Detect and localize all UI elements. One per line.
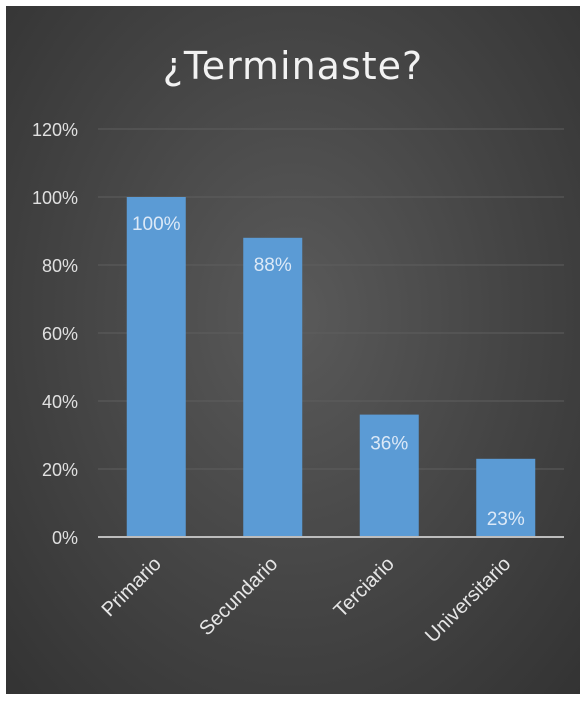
data-label: 36% (370, 434, 408, 455)
x-category-label: Primario (98, 553, 166, 621)
x-category-label: Terciario (330, 553, 399, 622)
x-category-label: Secundario (195, 553, 282, 640)
data-label: 23% (487, 509, 525, 530)
data-label: 88% (254, 255, 292, 276)
y-tick-label: 0% (52, 528, 78, 548)
bar (243, 237, 303, 538)
x-category-label: Universitario (421, 553, 515, 647)
bar (359, 414, 419, 537)
bar (126, 197, 186, 537)
chart-frame: ¿Terminaste? 0% 20% 40% 60% 80% 100% 120% 100% P… (6, 6, 580, 694)
bar (476, 458, 536, 537)
y-tick-label: 80% (42, 256, 78, 276)
y-tick-label: 60% (42, 324, 78, 344)
y-tick-label: 100% (32, 188, 78, 208)
data-label: 100% (132, 214, 181, 235)
y-tick-label: 40% (42, 392, 78, 412)
chart-title: ¿Terminaste? (162, 44, 424, 88)
bar-chart: 0% 20% 40% 60% 80% 100% 120% 100% Primario 88% Sec… (32, 120, 564, 647)
y-tick-label: 20% (42, 460, 78, 480)
y-tick-label: 120% (32, 120, 78, 140)
